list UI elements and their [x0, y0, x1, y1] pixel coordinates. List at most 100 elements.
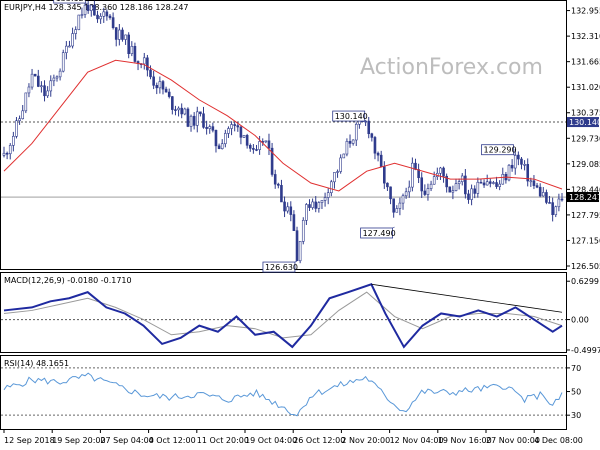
last-price-box	[567, 192, 599, 203]
candle-body	[454, 183, 458, 191]
candle-body	[224, 133, 227, 145]
candle-body	[554, 206, 558, 216]
candle-body	[351, 139, 355, 144]
watermark: ActionForex.com	[360, 55, 543, 80]
candle-body	[407, 186, 411, 193]
price-annotation-box	[332, 110, 366, 122]
candle-body	[155, 85, 159, 89]
candle-body	[392, 198, 395, 213]
price-tick-label: 126.505	[571, 262, 600, 271]
candle-body	[373, 137, 377, 154]
price-series: 133.120 130.140 129.290 127.490 126.630	[1, 0, 566, 273]
candle-body	[498, 183, 501, 187]
axes: 132.955 132.310 131.665 131.020 130.375 129.7…	[3, 7, 600, 445]
price-annotation-label: 126.630	[265, 263, 298, 272]
candle-body	[2, 152, 6, 156]
candle-body	[133, 46, 137, 62]
candle-body	[146, 57, 149, 71]
candle-body	[467, 193, 470, 200]
candle-body	[333, 172, 336, 183]
candle-body	[451, 190, 455, 193]
time-tick-label: 19 Oct 04:00	[245, 436, 297, 445]
candle-body	[426, 188, 430, 195]
candle-body	[277, 183, 280, 186]
candle-body	[105, 11, 109, 17]
time-tick-label: 27 Sep 04:00	[100, 436, 153, 445]
candle-body	[61, 52, 65, 72]
candle-body	[404, 191, 408, 197]
candle-body	[348, 141, 352, 144]
candle-body	[242, 135, 246, 138]
candle-body	[492, 182, 495, 184]
candle-body	[8, 145, 12, 155]
candle-body	[345, 141, 349, 155]
macd-title: MACD(12,26,9) -0.0180 -0.1710	[4, 276, 132, 285]
candle-body	[411, 162, 414, 188]
rsi-tick-label: 70	[571, 364, 581, 373]
candle-body	[557, 198, 561, 208]
price-annotation-label: 129.290	[484, 146, 517, 155]
candle-body	[383, 166, 386, 184]
price-tick-label: 131.020	[571, 83, 600, 92]
candle-body	[68, 45, 71, 48]
candle-body	[127, 34, 130, 55]
candle-body	[538, 186, 542, 197]
candle-body	[255, 149, 258, 151]
candle-body	[273, 174, 277, 185]
candle-body	[283, 201, 286, 212]
price-annotation-box	[481, 144, 514, 156]
candle-body	[311, 201, 314, 208]
candle-body	[560, 198, 564, 201]
candle-body	[470, 188, 473, 200]
candle-body	[58, 70, 62, 78]
candle-body	[152, 76, 155, 86]
symbol-title: EURJPY,H4 128.345 128.360 128.186 128.24…	[4, 3, 189, 12]
candle-body	[323, 197, 327, 201]
candle-body	[464, 175, 467, 195]
level-price-box	[567, 117, 599, 128]
macd-trendline	[371, 283, 563, 313]
candle-body	[439, 167, 442, 174]
macd-tick-label: 0.6299	[571, 277, 599, 286]
price-annotation-box	[360, 227, 394, 239]
candle-body	[485, 181, 489, 186]
rsi-line	[3, 372, 563, 417]
candle-body	[354, 123, 358, 141]
candle-body	[192, 115, 196, 126]
candle-body	[442, 167, 445, 177]
candle-body	[195, 111, 199, 126]
candle-body	[27, 86, 31, 94]
candle-body	[52, 77, 56, 82]
candle-body	[445, 175, 448, 188]
candle-body	[248, 145, 252, 149]
candle-body	[523, 164, 526, 166]
candle-body	[532, 180, 536, 186]
candle-body	[121, 29, 124, 40]
candle-body	[317, 202, 321, 209]
candle-body	[174, 109, 177, 111]
candle-body	[289, 206, 293, 215]
candle-body	[252, 148, 255, 150]
time-tick-label: 4 Dec 08:00	[534, 436, 583, 445]
candle-body	[83, 4, 87, 15]
price-annotation-leader	[392, 226, 395, 229]
candle-body	[336, 171, 339, 173]
candle-body	[205, 127, 208, 129]
candle-body	[236, 125, 240, 128]
time-tick-label: 11 Oct 20:00	[197, 436, 249, 445]
candle-body	[473, 188, 477, 194]
candle-body	[417, 169, 420, 179]
candle-body	[230, 124, 233, 129]
price-tick-label: 129.730	[571, 134, 600, 143]
candle-body	[270, 147, 274, 175]
price-annotation-leader	[85, 2, 88, 5]
candle-body	[214, 129, 218, 147]
candle-body	[40, 85, 43, 88]
candle-body	[96, 14, 99, 20]
candle-body	[379, 154, 383, 167]
candle-body	[314, 201, 318, 209]
macd-line	[3, 283, 563, 349]
candle-body	[395, 208, 399, 213]
time-tick-label: 4 Oct 12:00	[149, 436, 196, 445]
price-tick-label: 127.150	[571, 236, 600, 245]
